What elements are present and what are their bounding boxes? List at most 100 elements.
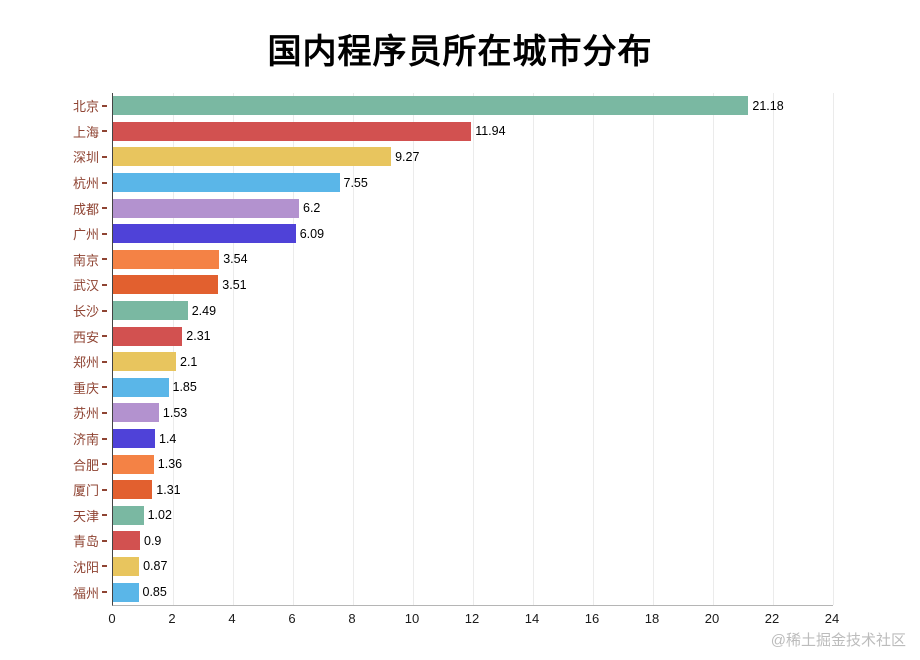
y-axis-label: 广州 <box>72 227 99 243</box>
bar-row: 11.94 <box>113 119 833 145</box>
bar-value-label: 2.1 <box>180 354 198 369</box>
bar-value-label: 0.87 <box>143 559 168 574</box>
grid-layer <box>113 93 834 605</box>
bar <box>113 480 153 500</box>
y-axis-label: 杭州 <box>72 176 99 192</box>
y-tick-mark <box>102 309 107 312</box>
bar-row: 7.55 <box>113 170 833 196</box>
x-axis: 0 2 4 6 8 10 12 14 16 18 20 22 24 <box>108 610 839 629</box>
bar-value-label: 1.31 <box>156 482 181 497</box>
y-axis-label: 郑州 <box>72 355 99 371</box>
bar-value-label: 1.53 <box>162 405 188 420</box>
y-tick-mark <box>102 232 107 235</box>
y-axis-label: 深圳 <box>72 150 99 166</box>
gridline <box>353 93 354 605</box>
gridline <box>833 93 834 605</box>
bar-value-label: 11.94 <box>475 124 506 139</box>
bar-value-label: 2.31 <box>186 329 211 344</box>
y-tick-mark <box>102 488 107 491</box>
y-tick-mark <box>102 130 107 133</box>
bar-row: 1.4 <box>113 426 833 452</box>
y-axis-label: 北京 <box>72 99 99 115</box>
chart-title: 国内程序员所在城市分布 <box>267 33 653 71</box>
bar-row: 2.49 <box>113 298 833 324</box>
y-axis-row: 北京 <box>0 93 112 119</box>
bar <box>113 275 219 295</box>
x-tick-label: 24 <box>824 610 840 626</box>
gridline <box>773 93 774 605</box>
x-tick-label: 0 <box>108 610 116 626</box>
x-tick-label: 20 <box>704 610 720 626</box>
bar <box>113 531 140 551</box>
bar-row: 3.54 <box>113 247 833 273</box>
x-tick-label: 12 <box>464 610 480 626</box>
y-tick-mark <box>102 565 107 568</box>
y-axis-row: 长沙 <box>0 298 112 324</box>
y-tick-mark <box>102 591 107 594</box>
bar-row: 0.9 <box>113 528 833 554</box>
y-axis-label: 西安 <box>72 329 99 345</box>
y-axis-label: 厦门 <box>72 483 99 499</box>
y-tick-mark <box>102 335 107 338</box>
bar-row: 1.36 <box>113 451 833 477</box>
y-axis-label: 青岛 <box>72 534 99 550</box>
bar-row: 6.2 <box>113 195 833 221</box>
x-tick-label: 16 <box>584 610 600 626</box>
y-axis-label: 福州 <box>72 585 99 601</box>
y-axis-label: 合肥 <box>72 457 99 473</box>
bar <box>113 326 183 346</box>
bar-value-label: 1.02 <box>147 508 172 523</box>
gridline <box>233 93 234 605</box>
bar-rows: 21.18 11.94 9.27 7.55 6.2 6.09 3.54 3.51 2.49 2.3… <box>113 93 833 605</box>
bar-value-label: 21.18 <box>752 98 784 113</box>
y-axis-label: 上海 <box>72 124 99 140</box>
bar <box>113 556 140 576</box>
gridline <box>533 93 534 605</box>
y-tick-mark <box>102 155 107 158</box>
bar <box>113 429 155 449</box>
bar <box>113 454 154 474</box>
y-tick-mark <box>102 437 107 440</box>
bar-value-label: 0.85 <box>142 585 167 600</box>
bar-value-label: 3.51 <box>222 277 247 292</box>
chart-area: 北京 上海 深圳 杭州 成都 广州 南京 武汉 长沙 西安 郑州 重庆 苏州 济南 合肥 厦门 天津 青岛 沈阳 福州… <box>0 93 920 629</box>
y-axis-label: 武汉 <box>72 278 99 294</box>
y-tick-mark <box>102 360 107 363</box>
y-tick-mark <box>102 104 107 107</box>
bar <box>113 377 169 397</box>
bar-row: 9.27 <box>113 144 833 170</box>
bar <box>113 249 220 269</box>
y-axis: 北京 上海 深圳 杭州 成都 广州 南京 武汉 长沙 西安 郑州 重庆 苏州 济南 合肥 厦门 天津 青岛 沈阳 福州 <box>0 93 112 606</box>
bar <box>113 173 340 193</box>
y-axis-row: 武汉 <box>0 272 112 298</box>
bar-row: 3.51 <box>113 272 833 298</box>
bar-row: 2.1 <box>113 349 833 375</box>
bar-value-label: 1.36 <box>157 457 183 472</box>
y-axis-row: 厦门 <box>0 477 112 503</box>
y-tick-mark <box>102 386 107 389</box>
gridline <box>473 93 474 605</box>
y-tick-mark <box>102 514 107 517</box>
bar-value-label: 7.55 <box>343 175 368 190</box>
y-axis-label: 济南 <box>72 432 99 448</box>
x-tick-label: 14 <box>524 610 540 626</box>
bar-row: 1.02 <box>113 503 833 529</box>
y-axis-row: 成都 <box>0 195 112 221</box>
x-tick-label: 2 <box>168 610 176 626</box>
y-axis-row: 沈阳 <box>0 554 112 580</box>
y-axis-row: 重庆 <box>0 375 112 401</box>
bar-value-label: 1.85 <box>172 380 197 395</box>
gridline <box>593 93 594 605</box>
bar-row: 0.85 <box>113 579 833 605</box>
y-tick-mark <box>102 181 107 184</box>
x-tick-label: 4 <box>228 610 236 626</box>
x-tick-label: 6 <box>288 610 296 626</box>
gridline <box>173 93 174 605</box>
x-tick-label: 10 <box>404 610 420 626</box>
y-axis-label: 南京 <box>72 252 99 268</box>
bar-value-label: 6.09 <box>299 226 325 241</box>
y-tick-mark <box>102 258 107 261</box>
bar <box>113 505 144 525</box>
y-axis-row: 苏州 <box>0 400 112 426</box>
y-axis-row: 西安 <box>0 323 112 349</box>
